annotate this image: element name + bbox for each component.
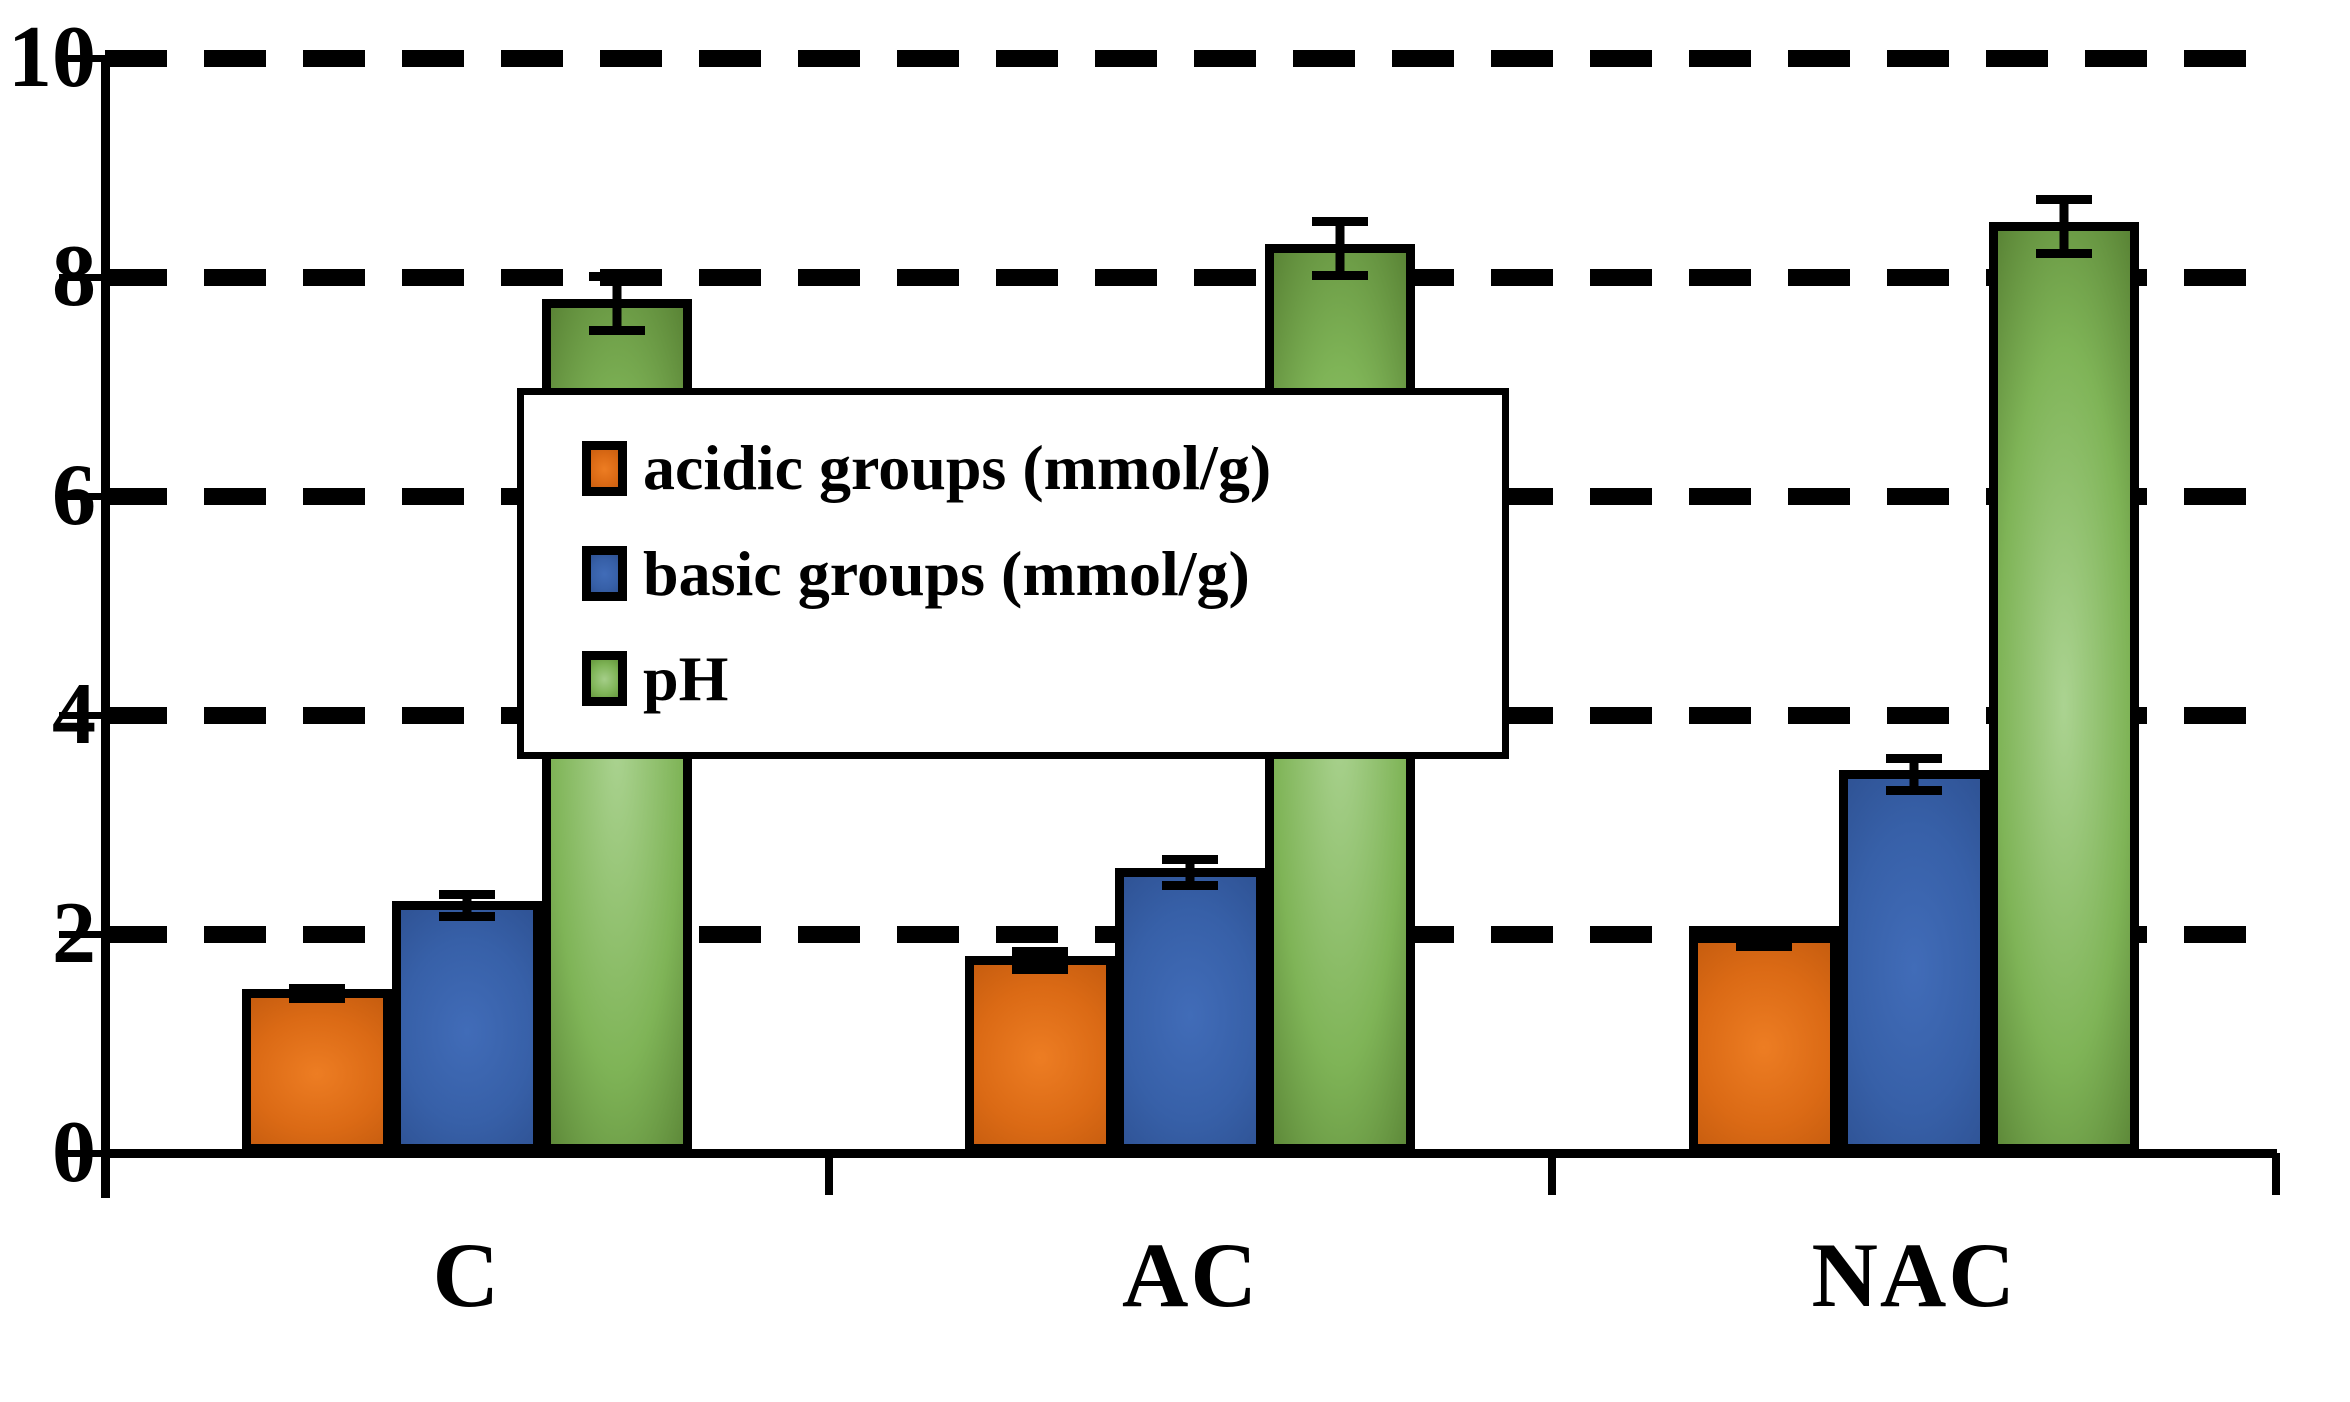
error-bar-cap-bottom	[1736, 942, 1793, 951]
y-tick-4	[59, 712, 105, 719]
error-bar-cap-top	[288, 984, 345, 993]
y-tick-0	[59, 1150, 105, 1157]
error-bar-line	[312, 984, 322, 1003]
bar-basic-C	[391, 890, 542, 1153]
bar-acidic-C	[241, 984, 392, 1153]
bar-basic-AC	[1115, 855, 1266, 1153]
y-tick-8	[59, 274, 105, 281]
error-bar-basic-C	[438, 890, 495, 921]
error-bar-cap-top	[1736, 926, 1793, 935]
y-axis-line	[101, 58, 110, 1198]
legend-item-ph: pH	[582, 642, 1502, 714]
error-bar-cap-top	[1012, 947, 1069, 956]
legend-label-basic: basic groups (mmol/g)	[643, 537, 1250, 609]
error-bar-cap-top	[1312, 217, 1369, 226]
error-bar-line	[1909, 754, 1919, 795]
error-bar-cap-top	[1886, 754, 1943, 763]
legend-label-ph: pH	[643, 642, 729, 714]
x-tick-1	[824, 1153, 833, 1195]
legend-swatch-ph-icon	[582, 651, 627, 707]
legend-swatch-acidic-icon	[582, 440, 627, 496]
error-bar-ph-NAC	[2036, 195, 2093, 258]
legend-item-acidic-groups: acidic groups (mmol/g)	[582, 436, 1502, 500]
category-label-C: C	[432, 1224, 502, 1326]
error-bar-acidic-C	[288, 984, 345, 1003]
gridline-y10	[105, 50, 2277, 67]
y-tick-2	[59, 931, 105, 938]
error-bar-cap-bottom	[288, 994, 345, 1003]
error-bar-cap-top	[438, 890, 495, 899]
error-bar-cap-top	[1162, 855, 1219, 864]
error-bar-ph-C	[588, 272, 645, 335]
y-tick-label-0: 0	[52, 1104, 96, 1201]
gridline-y8	[105, 269, 2277, 286]
error-bar-line	[1759, 926, 1769, 951]
error-bar-ph-AC	[1312, 217, 1369, 280]
error-bar-cap-bottom	[438, 912, 495, 921]
error-bar-line	[1185, 855, 1195, 890]
legend-swatch-basic-icon	[582, 546, 627, 601]
category-label-NAC: NAC	[1811, 1224, 2017, 1326]
x-tick-2	[1548, 1153, 1557, 1195]
error-bar-cap-bottom	[2036, 249, 2093, 258]
error-bar-cap-top	[588, 272, 645, 281]
bar-ph-NAC	[1989, 195, 2140, 1153]
legend-item-basic-groups: basic groups (mmol/g)	[582, 537, 1502, 609]
y-tick-label-10: 10	[8, 9, 96, 106]
y-tick-10	[59, 55, 105, 62]
y-tick-label-4: 4	[52, 666, 96, 763]
bar-basic-NAC	[1839, 754, 1990, 1153]
y-tick-6	[59, 493, 105, 500]
error-bar-cap-top	[2036, 195, 2093, 204]
x-tick-3	[2272, 1153, 2280, 1195]
error-bar-acidic-NAC	[1736, 926, 1793, 951]
error-bar-basic-AC	[1162, 855, 1219, 890]
error-bar-cap-bottom	[1886, 786, 1943, 795]
error-bar-acidic-AC	[1012, 947, 1069, 974]
error-bar-line	[1035, 947, 1045, 974]
error-bar-line	[462, 890, 472, 921]
bar-acidic-AC	[965, 947, 1116, 1153]
bar-group-NAC	[1552, 195, 2276, 1153]
error-bar-cap-bottom	[588, 326, 645, 335]
y-tick-label-2: 2	[52, 885, 96, 982]
x-axis-line	[101, 1149, 2277, 1158]
y-tick-label-8: 8	[52, 228, 96, 325]
error-bar-line	[2059, 195, 2069, 258]
error-bar-basic-NAC	[1886, 754, 1943, 795]
error-bar-cap-bottom	[1162, 881, 1219, 890]
legend-label-acidic: acidic groups (mmol/g)	[643, 432, 1272, 504]
error-bar-cap-bottom	[1012, 965, 1069, 974]
error-bar-cap-bottom	[1312, 271, 1369, 280]
error-bar-line	[1335, 217, 1345, 280]
error-bar-line	[612, 272, 622, 335]
y-tick-label-6: 6	[52, 447, 96, 544]
category-label-AC: AC	[1122, 1224, 1259, 1326]
bar-acidic-NAC	[1689, 926, 1840, 1153]
legend-box: acidic groups (mmol/g) basic groups (mmo…	[517, 388, 1509, 759]
